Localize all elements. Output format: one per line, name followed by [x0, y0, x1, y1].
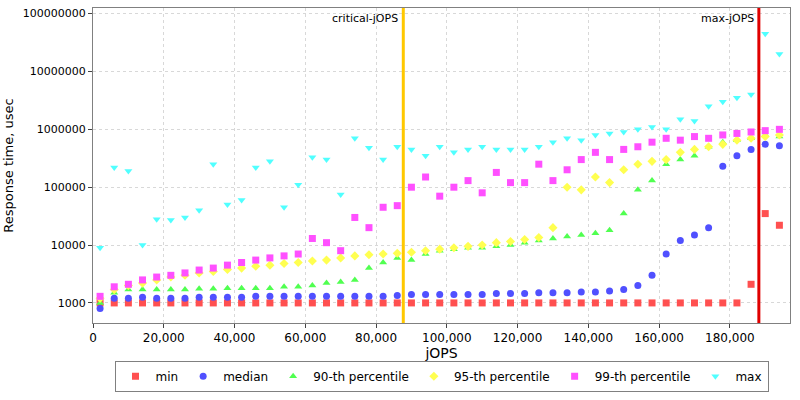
- svg-text:0: 0: [89, 331, 97, 345]
- svg-text:120,000: 120,000: [493, 331, 543, 345]
- svg-text:100000: 100000: [44, 181, 86, 194]
- svg-text:160,000: 160,000: [634, 331, 684, 345]
- svg-text:40,000: 40,000: [214, 331, 256, 345]
- svg-text:10000: 10000: [51, 239, 86, 252]
- svg-text:100,000: 100,000: [422, 331, 472, 345]
- svg-text:95-th percentile: 95-th percentile: [454, 370, 550, 384]
- svg-text:10000000: 10000000: [30, 65, 86, 78]
- svg-text:20,000: 20,000: [143, 331, 185, 345]
- svg-text:140,000: 140,000: [564, 331, 614, 345]
- svg-text:100000000: 100000000: [23, 7, 86, 20]
- svg-text:180,000: 180,000: [705, 331, 755, 345]
- svg-text:max-jOPS: max-jOPS: [701, 12, 754, 25]
- svg-text:60,000: 60,000: [284, 331, 326, 345]
- svg-text:critical-jOPS: critical-jOPS: [332, 12, 398, 25]
- svg-text:max: max: [735, 370, 761, 384]
- svg-text:99-th percentile: 99-th percentile: [595, 370, 691, 384]
- svg-text:90-th percentile: 90-th percentile: [313, 370, 409, 384]
- svg-text:Response time, usec: Response time, usec: [1, 98, 16, 232]
- svg-text:min: min: [156, 370, 179, 384]
- svg-text:jOPS: jOPS: [424, 345, 457, 361]
- svg-text:1000: 1000: [58, 297, 86, 310]
- svg-text:1000000: 1000000: [37, 123, 86, 136]
- svg-text:80,000: 80,000: [355, 331, 397, 345]
- svg-text:median: median: [223, 370, 268, 384]
